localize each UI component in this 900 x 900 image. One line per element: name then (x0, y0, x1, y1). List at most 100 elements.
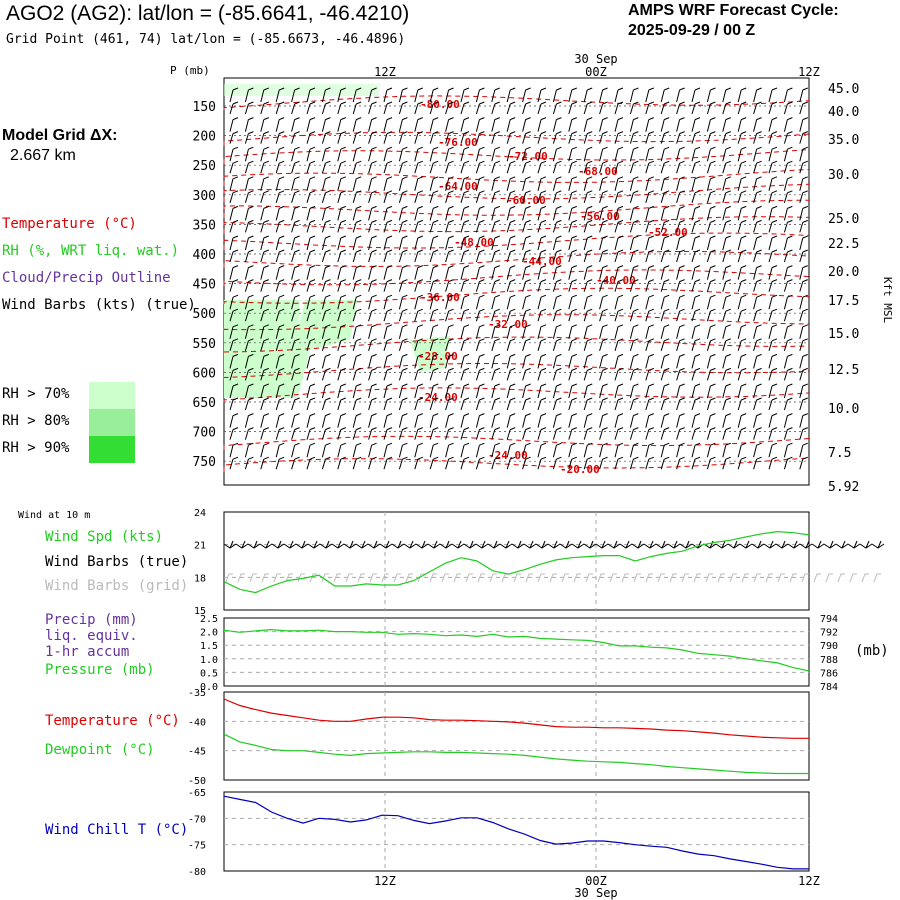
wind-barb (383, 265, 393, 280)
wind-barb (537, 160, 547, 174)
wind-barb (506, 160, 516, 174)
wind-barb (229, 353, 239, 369)
wind-barb (398, 235, 408, 251)
wind-barb (768, 146, 778, 162)
wind-barb (383, 87, 393, 103)
wind-barb (306, 383, 316, 399)
wind-barb (352, 146, 362, 162)
wind-barb (475, 427, 485, 440)
wind-barb (445, 338, 454, 351)
wind-barb (799, 367, 808, 381)
wind-barb (522, 219, 531, 233)
wind-barb (368, 160, 377, 174)
wind-barb (352, 294, 362, 310)
wind-barb (629, 265, 639, 280)
wind-barb (706, 190, 716, 203)
wind-barb (291, 456, 300, 470)
wind-barb (783, 367, 793, 381)
legend-rh80: RH > 80% (2, 413, 70, 429)
wind-barb (475, 131, 485, 144)
wind-barb (660, 249, 670, 263)
wind-barb (614, 146, 624, 162)
wind-barb (599, 146, 608, 162)
wind-barb (753, 87, 762, 103)
wind-barb (414, 367, 423, 381)
wind-barb (291, 308, 300, 322)
wind-barb (244, 383, 254, 399)
wind-barb (552, 117, 562, 132)
forecast-cycle-value: 2025-09-29 / 00 Z (628, 22, 756, 39)
wind-barb (753, 219, 762, 233)
wind-barb (660, 338, 670, 351)
wind-barb (783, 249, 793, 263)
wind-barb-10m (343, 540, 357, 549)
wind-barb (260, 190, 269, 203)
wind-barb (398, 353, 408, 369)
wind-barb (460, 87, 470, 103)
wind-barb (429, 397, 439, 411)
wind-barb (583, 205, 593, 221)
wind-barb (599, 176, 608, 191)
wind-barb (783, 456, 793, 470)
wind-barb (614, 235, 624, 251)
legend-wind-chill: Wind Chill T (°C) (45, 822, 189, 838)
wind-speed-line (223, 530, 810, 594)
chill-tick-label: -70 (188, 814, 206, 825)
wind-barb (337, 413, 346, 428)
wind-barb (244, 235, 254, 251)
wind-barb (506, 294, 516, 310)
wind-barb (599, 219, 608, 233)
wind-barb (599, 294, 608, 310)
wind-barb (445, 205, 454, 221)
wind-barb (522, 205, 531, 221)
wind-barb (706, 338, 716, 351)
wind-barb (383, 190, 393, 203)
wind-barb (244, 308, 254, 322)
wind-barb (614, 397, 624, 411)
wind-barb-10m-grid (513, 573, 521, 583)
wind-barb-10m (307, 540, 321, 549)
wind-barb-10m-grid (405, 573, 413, 583)
wind-barb (722, 367, 731, 381)
wind-barb (398, 427, 408, 440)
wind-barb (445, 427, 454, 440)
wind-barb (583, 131, 593, 144)
wind-barb (445, 190, 454, 203)
wind-barb (244, 413, 254, 428)
wind-barb (629, 219, 639, 233)
wind-barb (491, 338, 500, 351)
wind-barb (676, 383, 685, 399)
wind-barb (783, 353, 793, 369)
wind-barb (614, 367, 624, 381)
wind-barb-10m (799, 540, 813, 549)
wind-barb (753, 146, 762, 162)
wind-barb (722, 324, 731, 339)
wind-barb-10m (571, 540, 585, 549)
wind-barb (414, 176, 423, 191)
wind-barb (722, 413, 731, 428)
wind-barb (291, 101, 300, 115)
wind-barb-10m (823, 540, 837, 549)
wind-barb (660, 265, 670, 280)
wind-barb (522, 397, 531, 411)
wind-barb (383, 397, 393, 411)
wind-barb (368, 456, 377, 470)
wind-barb-10m-grid (621, 573, 629, 583)
wind-barb (676, 219, 685, 233)
wind-barb (645, 427, 654, 440)
wind-barb (475, 205, 485, 221)
wind-barb (706, 219, 716, 233)
wind-barb (337, 383, 346, 399)
wind-barb (506, 383, 516, 399)
wind-barb (645, 101, 654, 115)
wind-barb (706, 131, 716, 144)
wind-barb (568, 338, 577, 351)
wind-barb (260, 146, 269, 162)
wind-barb (552, 308, 562, 322)
wind-barb (275, 117, 285, 132)
wind-barb (753, 249, 762, 263)
wind-barb (629, 456, 639, 470)
temperature-contour (223, 336, 810, 353)
wind-barb (691, 397, 701, 411)
